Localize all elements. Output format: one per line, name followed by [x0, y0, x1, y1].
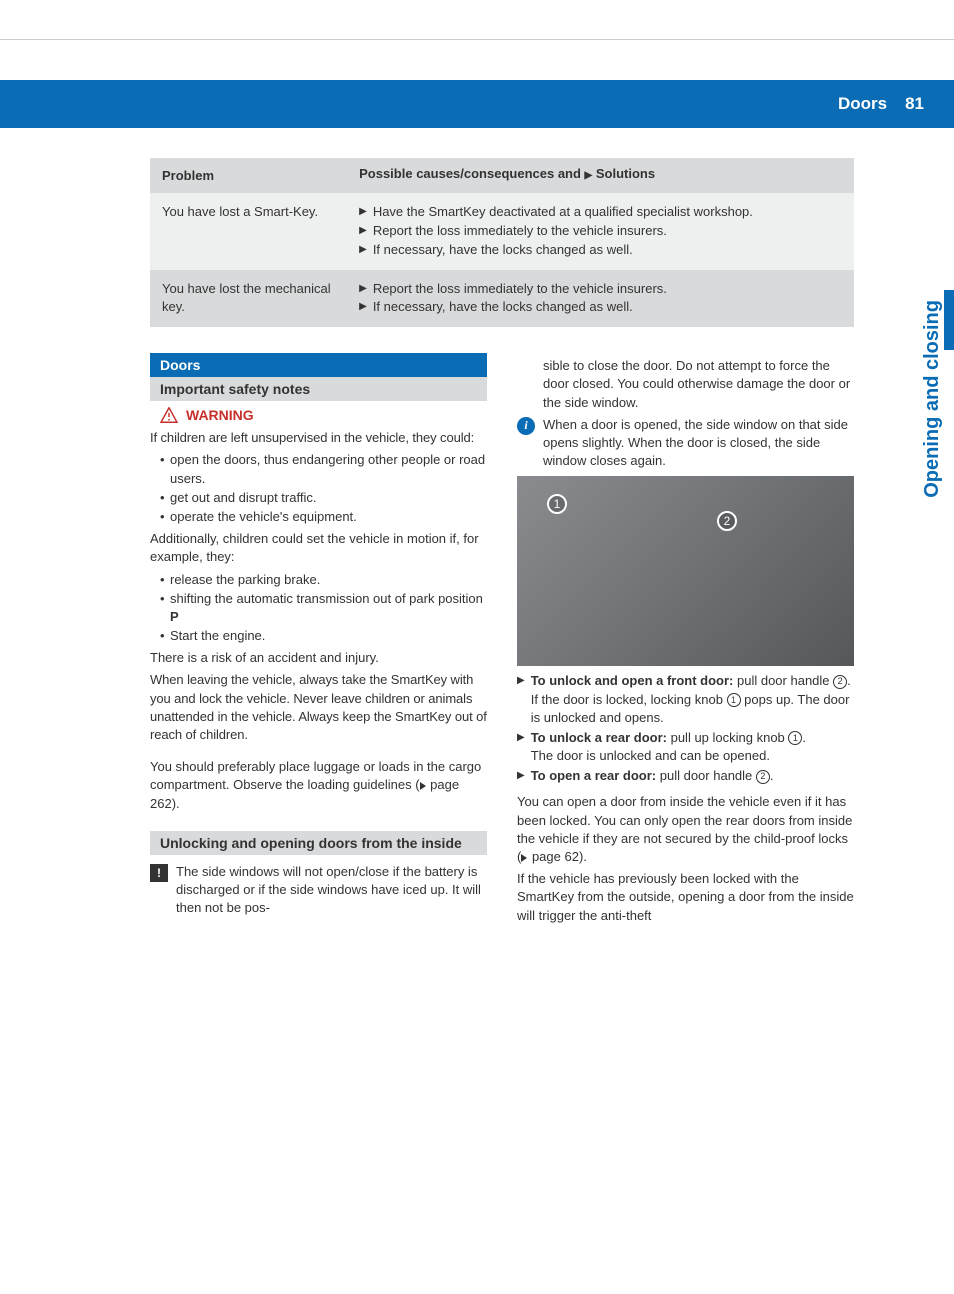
step-rest-a: pull up locking knob: [667, 730, 788, 745]
list-item: operate the vehicle's equipment.: [160, 508, 487, 526]
info-text: When a door is opened, the side window o…: [543, 416, 854, 471]
header-title: Doors: [838, 94, 887, 114]
para-antitheft: If the vehicle has previously been locke…: [517, 870, 854, 925]
warning-triangle-icon: [160, 407, 178, 423]
triangle-icon: ▶: [359, 222, 367, 241]
th-solutions: Possible causes/consequences and ▶ Solut…: [347, 158, 854, 193]
main-content: Problem Possible causes/consequences and…: [0, 128, 954, 929]
circled-1-icon: 1: [727, 693, 741, 707]
solution-line: ▶ Report the loss immediately to the vehi…: [359, 280, 842, 299]
solution-line: ▶ If necessary, have the locks changed as…: [359, 241, 842, 260]
table-row: You have lost a Smart-Key. ▶ Have the Sma…: [150, 193, 854, 270]
circled-1-icon: 1: [788, 731, 802, 745]
th-problem: Problem: [150, 158, 347, 193]
subsection-heading-unlocking: Unlocking and opening doors from the ins…: [150, 831, 487, 855]
step-bold: To unlock and open a front door:: [531, 673, 734, 688]
step-2: ▶ To unlock a rear door: pull up locking…: [517, 729, 854, 765]
warning-label: WARNING: [186, 407, 254, 423]
list-item: Start the engine.: [160, 627, 487, 645]
step-sub: The door is unlocked and can be opened.: [531, 748, 770, 763]
warning-heading: WARNING: [150, 401, 487, 425]
two-column-area: Doors Important safety notes WARNING If …: [150, 353, 854, 929]
cell-problem: You have lost a Smart-Key.: [150, 193, 347, 270]
list-item: open the doors, thus endangering other p…: [160, 451, 487, 487]
info-note: i When a door is opened, the side window…: [517, 416, 854, 471]
li-text-pre: shifting the automatic transmission out …: [170, 591, 483, 606]
door-diagram-image: 1 2: [517, 476, 854, 666]
triangle-icon: ▶: [359, 203, 367, 222]
step-body: To unlock a rear door: pull up locking k…: [531, 729, 806, 765]
step-rest-b: .: [770, 768, 774, 783]
triangle-icon: ▶: [517, 767, 525, 785]
list-item: get out and disrupt traffic.: [160, 489, 487, 507]
step-bold: To unlock a rear door:: [531, 730, 667, 745]
solution-line: ▶ Have the SmartKey deactivated at a qual…: [359, 203, 842, 222]
triangle-icon: ▶: [359, 298, 367, 317]
step-rest-a: pull door handle: [733, 673, 833, 688]
callout-1: 1: [547, 494, 567, 514]
note-text: The side windows will not open/close if …: [176, 863, 487, 918]
triangle-icon: ▶: [517, 729, 525, 765]
callout-2: 2: [717, 511, 737, 531]
sol-text: Have the SmartKey deactivated at a quali…: [373, 203, 753, 222]
step-rest-b: .: [802, 730, 806, 745]
cell-solutions: ▶ Report the loss immediately to the vehi…: [347, 270, 854, 328]
li-text-bold: P: [170, 609, 179, 624]
pageref-triangle-icon: [521, 854, 527, 862]
solution-line: ▶ If necessary, have the locks changed as…: [359, 298, 842, 317]
thumb-tab-label: Opening and closing: [921, 300, 944, 498]
header-page: 81: [905, 94, 924, 114]
sol-text: If necessary, have the locks changed as …: [373, 241, 633, 260]
step-body: To open a rear door: pull door handle 2.: [531, 767, 774, 785]
warning-mid: Additionally, children could set the veh…: [150, 530, 487, 566]
right-column: sible to close the door. Do not attempt …: [517, 353, 854, 929]
top-margin: [0, 0, 954, 40]
triangle-icon: ▶: [517, 672, 525, 727]
cell-problem: You have lost the mechanical key.: [150, 270, 347, 328]
subsection-heading-safety: Important safety notes: [150, 377, 487, 401]
caution-note: ! The side windows will not open/close i…: [150, 863, 487, 918]
sol-text: Report the loss immediately to the vehic…: [373, 280, 667, 299]
note-continuation: sible to close the door. Do not attempt …: [517, 357, 854, 412]
step-1: ▶ To unlock and open a front door: pull …: [517, 672, 854, 727]
sol-text: If necessary, have the locks changed as …: [373, 298, 633, 317]
step-sub-a: If the door is locked, locking knob: [531, 692, 727, 707]
th-sol-b: Solutions: [592, 166, 655, 181]
luggage-note: You should preferably place luggage or l…: [150, 758, 487, 813]
step-body: To unlock and open a front door: pull do…: [531, 672, 854, 727]
list-item: release the parking brake.: [160, 571, 487, 589]
para-open-inside: You can open a door from inside the vehi…: [517, 793, 854, 866]
cell-solutions: ▶ Have the SmartKey deactivated at a qual…: [347, 193, 854, 270]
info-icon: i: [517, 417, 535, 435]
step-bold: To open a rear door:: [531, 768, 656, 783]
exclamation-icon: !: [150, 864, 168, 882]
table-header-row: Problem Possible causes/consequences and…: [150, 158, 854, 193]
page-header: Doors 81: [0, 80, 954, 128]
triangle-icon: ▶: [359, 280, 367, 299]
circled-2-icon: 2: [833, 675, 847, 689]
step-rest-b: .: [847, 673, 851, 688]
warning-list-2: release the parking brake. shifting the …: [150, 571, 487, 646]
solution-line: ▶ Report the loss immediately to the vehi…: [359, 222, 842, 241]
step-rest-a: pull door handle: [656, 768, 756, 783]
troubleshoot-table: Problem Possible causes/consequences and…: [150, 158, 854, 327]
thumb-tab-mark: [944, 290, 954, 350]
warning-intro: If children are left unsupervised in the…: [150, 429, 487, 447]
table-row: You have lost the mechanical key. ▶ Repor…: [150, 270, 854, 328]
th-sol-a: Possible causes/consequences and: [359, 166, 584, 181]
list-item: shifting the automatic transmission out …: [160, 590, 487, 626]
circled-2-icon: 2: [756, 770, 770, 784]
sol-text: Report the loss immediately to the vehic…: [373, 222, 667, 241]
warning-risk: There is a risk of an accident and injur…: [150, 649, 487, 667]
section-heading-doors: Doors: [150, 353, 487, 377]
para2-b: page 62).: [528, 849, 587, 864]
warning-outro: When leaving the vehicle, always take th…: [150, 671, 487, 744]
triangle-icon: ▶: [359, 241, 367, 260]
warning-list-1: open the doors, thus endangering other p…: [150, 451, 487, 526]
pageref-triangle-icon: [420, 782, 426, 790]
left-column: Doors Important safety notes WARNING If …: [150, 353, 487, 929]
step-3: ▶ To open a rear door: pull door handle …: [517, 767, 854, 785]
